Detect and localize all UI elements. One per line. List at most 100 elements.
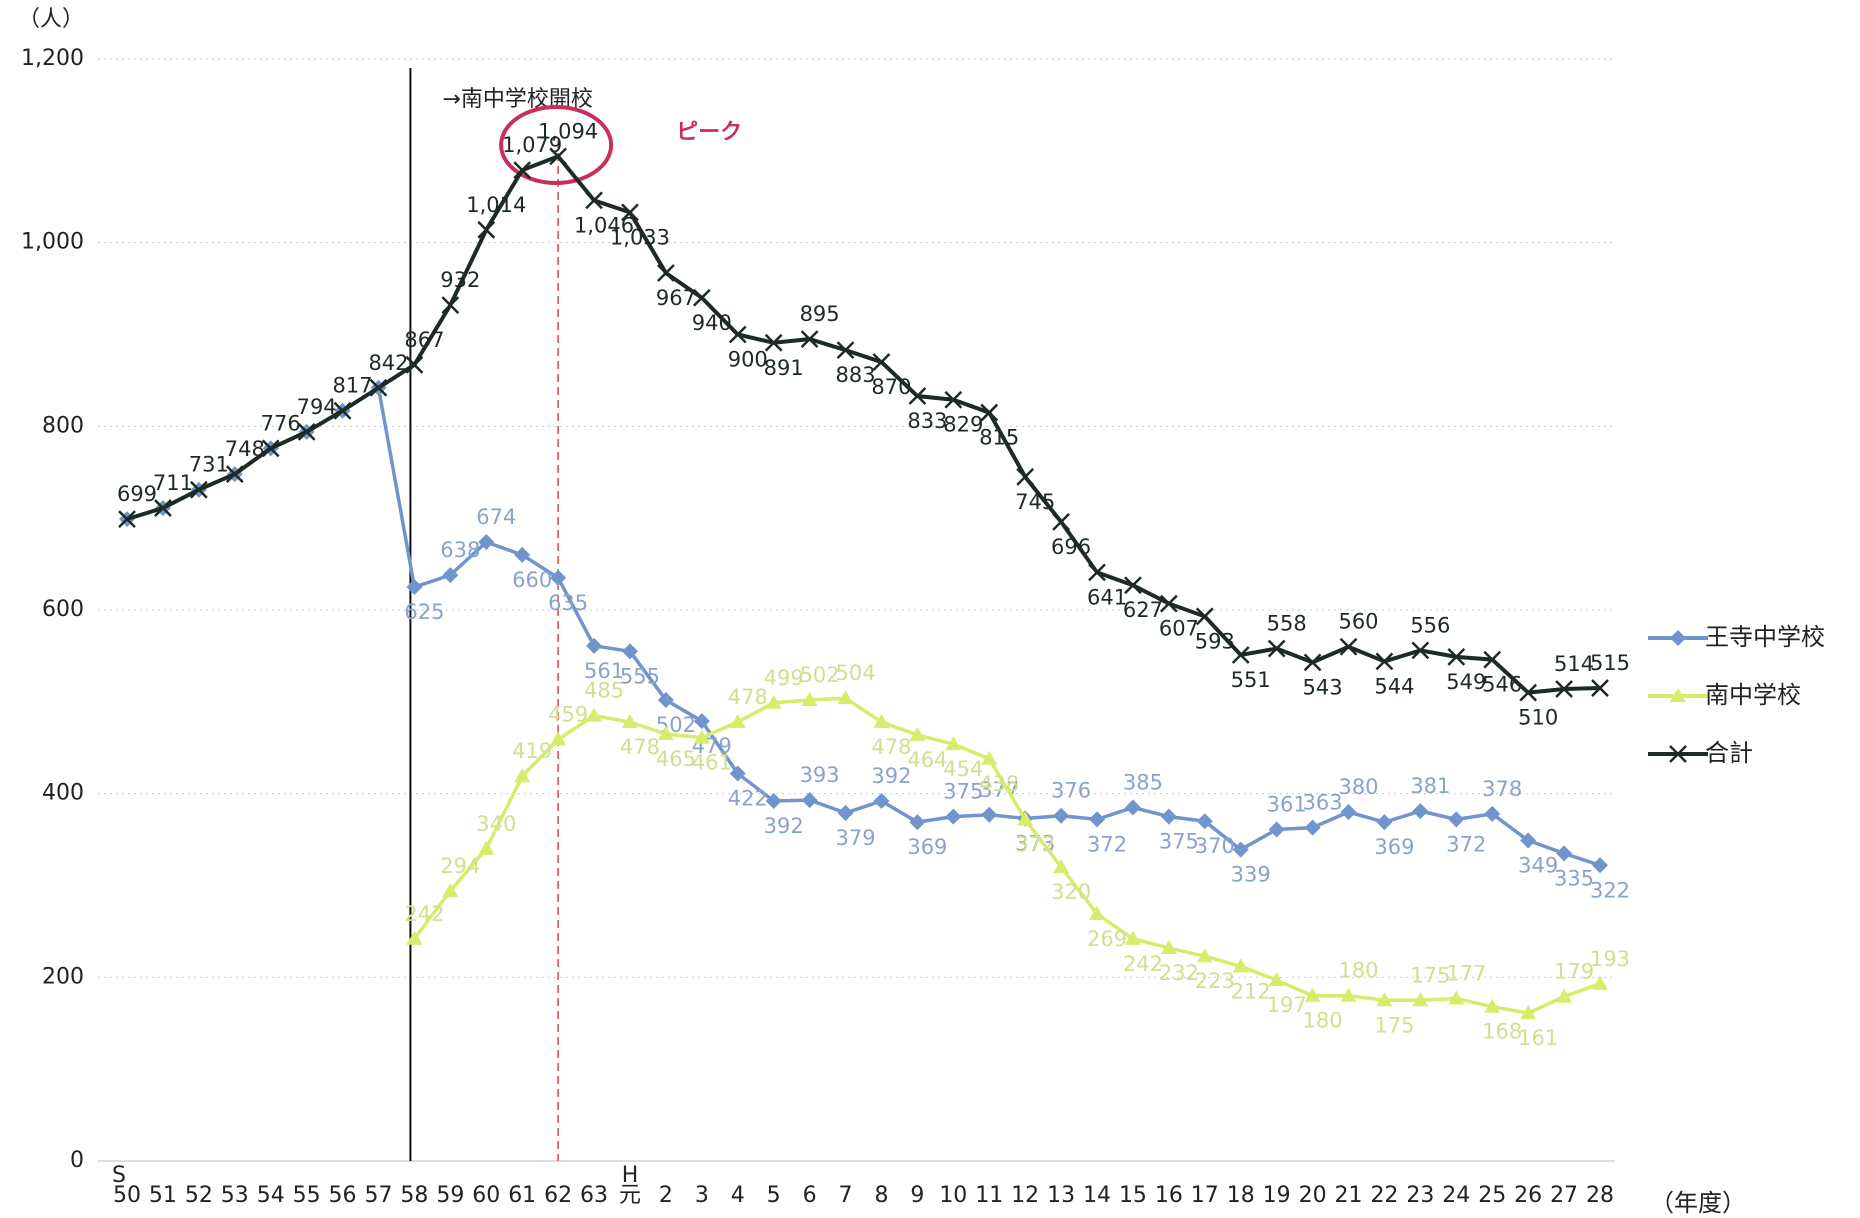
y-tick-label: 800: [42, 413, 84, 438]
data-label: 635: [548, 591, 588, 615]
data-label: 459: [548, 702, 588, 726]
data-label: 551: [1231, 668, 1271, 692]
data-label: 349: [1518, 854, 1558, 878]
series-marker: [1089, 905, 1106, 920]
series-marker: [1016, 467, 1035, 486]
series-marker: [1088, 563, 1106, 582]
series-marker: [1303, 653, 1322, 672]
series-marker: [1340, 987, 1357, 1002]
series-marker: [1556, 988, 1573, 1003]
series-marker: [692, 288, 711, 307]
x-tick-label: 63: [580, 1183, 608, 1208]
data-label: 320: [1051, 880, 1091, 904]
x-tick-label: 15: [1119, 1183, 1147, 1208]
data-label: 370: [1195, 834, 1235, 858]
series-marker: [369, 378, 388, 397]
data-label: 161: [1518, 1026, 1558, 1050]
data-label: 478: [728, 685, 768, 709]
data-label: 242: [404, 902, 444, 926]
series-marker: [1231, 646, 1250, 664]
x-tick-label: 50: [113, 1183, 141, 1208]
x-tick-label: 17: [1191, 1183, 1219, 1208]
series-marker: [442, 567, 459, 584]
data-label: 175: [1374, 1013, 1414, 1037]
series-marker: [1304, 987, 1321, 1002]
series-marker: [1053, 859, 1070, 874]
x-tick-label: 2: [659, 1183, 673, 1208]
series-marker: [1124, 799, 1141, 816]
series-marker: [980, 403, 999, 422]
series-marker: [585, 191, 603, 210]
series-marker: [189, 480, 208, 499]
x-tick-label: 51: [149, 1183, 177, 1208]
x-tick-label: 24: [1442, 1183, 1470, 1208]
x-tick-label: 22: [1370, 1183, 1398, 1208]
y-tick-label: 400: [42, 781, 84, 806]
data-label: 867: [404, 328, 444, 352]
data-label: 711: [153, 471, 193, 495]
x-tick-label: 57: [364, 1183, 392, 1208]
x-tick-label: 56: [329, 1183, 357, 1208]
data-label: 376: [1051, 779, 1091, 803]
data-label: 891: [764, 356, 804, 380]
series-marker: [406, 579, 423, 596]
data-label: 560: [1338, 610, 1378, 634]
x-tick-label: 55: [293, 1183, 321, 1208]
series-marker: [154, 499, 172, 517]
x-tick-label: 23: [1406, 1183, 1434, 1208]
series-marker: [406, 930, 423, 945]
x-tick-label: 13: [1047, 1183, 1075, 1208]
series-marker: [261, 439, 280, 458]
series-marker: [621, 643, 638, 660]
data-label: 369: [907, 835, 947, 859]
data-label: 419: [512, 739, 552, 763]
x-tick-label: 60: [472, 1183, 500, 1208]
data-label: 641: [1087, 585, 1127, 609]
series-marker: [800, 330, 819, 348]
data-label: 842: [368, 351, 408, 375]
data-label: 1,094: [538, 119, 598, 143]
data-label: 372: [1446, 832, 1486, 856]
series-marker: [405, 355, 424, 374]
series-marker: [1411, 641, 1430, 660]
series-marker: [586, 637, 603, 654]
x-tick-label: 21: [1335, 1183, 1363, 1208]
peak-annotation: ピーク: [676, 120, 742, 145]
series-marker: [1089, 811, 1106, 828]
series-marker: [1304, 819, 1321, 836]
series-marker: [837, 804, 854, 821]
y-tick-label: 600: [42, 597, 84, 622]
data-label: 385: [1123, 770, 1163, 794]
data-label: 544: [1374, 674, 1414, 698]
x-tick-label: 59: [436, 1183, 464, 1208]
series-marker: [1053, 807, 1070, 824]
data-label: 1,033: [610, 225, 670, 249]
series-marker: [1268, 972, 1285, 987]
data-label: 335: [1554, 866, 1594, 890]
series-marker: [981, 750, 998, 765]
series-marker: [944, 390, 963, 409]
data-label: 932: [440, 268, 480, 292]
x-tick-label: 52: [185, 1183, 213, 1208]
series-marker: [908, 387, 927, 405]
legend-label: 合計: [1705, 739, 1753, 767]
legend-marker: [1670, 630, 1686, 646]
data-label: 372: [1015, 832, 1055, 856]
x-tick-label: 18: [1227, 1183, 1255, 1208]
series-marker: [1448, 990, 1465, 1005]
data-label: 900: [728, 348, 768, 372]
series-marker: [621, 203, 639, 222]
series-marker: [550, 569, 567, 586]
y-tick-label: 1,000: [21, 230, 84, 255]
series-marker: [1484, 805, 1501, 822]
x-tick-label: 20: [1299, 1183, 1327, 1208]
legend-marker: [1669, 745, 1687, 763]
x-tick-label: 62: [544, 1183, 572, 1208]
series-marker: [764, 333, 783, 352]
data-label: 940: [692, 311, 732, 335]
data-label: 555: [620, 664, 660, 688]
series-marker: [1592, 857, 1608, 874]
data-label: 502: [800, 663, 840, 687]
data-label: 543: [1303, 675, 1343, 699]
